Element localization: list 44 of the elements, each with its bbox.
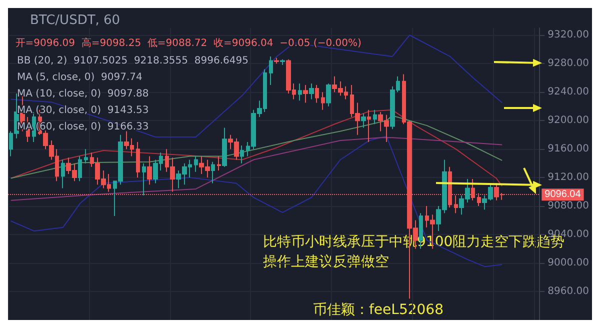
candlestick: [373, 109, 377, 125]
candlestick: [84, 148, 88, 164]
candlestick: [274, 57, 279, 64]
candlestick: [78, 156, 82, 182]
annotation: BB (20, 2) 9107.5025 9218.3555 8996.6495: [17, 56, 248, 66]
candlestick: [326, 83, 331, 107]
y-tick-label: 9160.00: [548, 144, 590, 155]
annotation: MA (5, close, 0) 9097.74: [17, 72, 142, 83]
y-tick-label: 9000.00: [548, 258, 590, 269]
y-tick-label: 9240.00: [548, 86, 590, 98]
y-tick-label: 9280.00: [548, 58, 590, 70]
candlestick: [222, 127, 227, 168]
candlestick: [194, 156, 198, 172]
candlestick: [298, 83, 302, 102]
candlestick: [454, 194, 458, 214]
candlestick: [211, 161, 215, 184]
candlestick: [280, 58, 285, 66]
candlestick: [321, 92, 325, 110]
line-series: [10, 137, 503, 201]
y-tick-label: 8960.00: [548, 286, 590, 298]
candlestick: [367, 109, 371, 142]
y-tick-label: 9120.00: [548, 172, 590, 184]
candlestick: [136, 141, 140, 178]
annotation: 币佳颖：feeL52068: [313, 302, 444, 318]
candlestick: [303, 84, 308, 104]
chart-title: BTC/USDT, 60: [30, 13, 120, 28]
ref-line-label: 9096.04: [544, 189, 582, 200]
y-tick-label: 9080.00: [548, 200, 590, 212]
y-tick-label: 9200.00: [548, 115, 590, 126]
annotation: MA (10, close, 0) 9097.88: [17, 88, 149, 100]
candlestick: [61, 159, 65, 189]
line-series: [10, 115, 503, 179]
candlestick: [147, 156, 152, 186]
annotation: 开=9096.09 高=9098.25 低=9088.72 收=9096.04 −0.05 (−0.00%): [15, 36, 362, 49]
line-series: [10, 34, 503, 138]
candlestick: [361, 112, 366, 128]
candlestick: [309, 83, 314, 100]
candlestick: [240, 145, 244, 164]
candlestick: [315, 84, 319, 104]
candlestick: [217, 156, 221, 171]
candlestick: [142, 162, 146, 196]
candlestick: [269, 56, 273, 86]
candlestick: [32, 112, 36, 142]
y-tick-label: 9320.00: [548, 30, 590, 41]
